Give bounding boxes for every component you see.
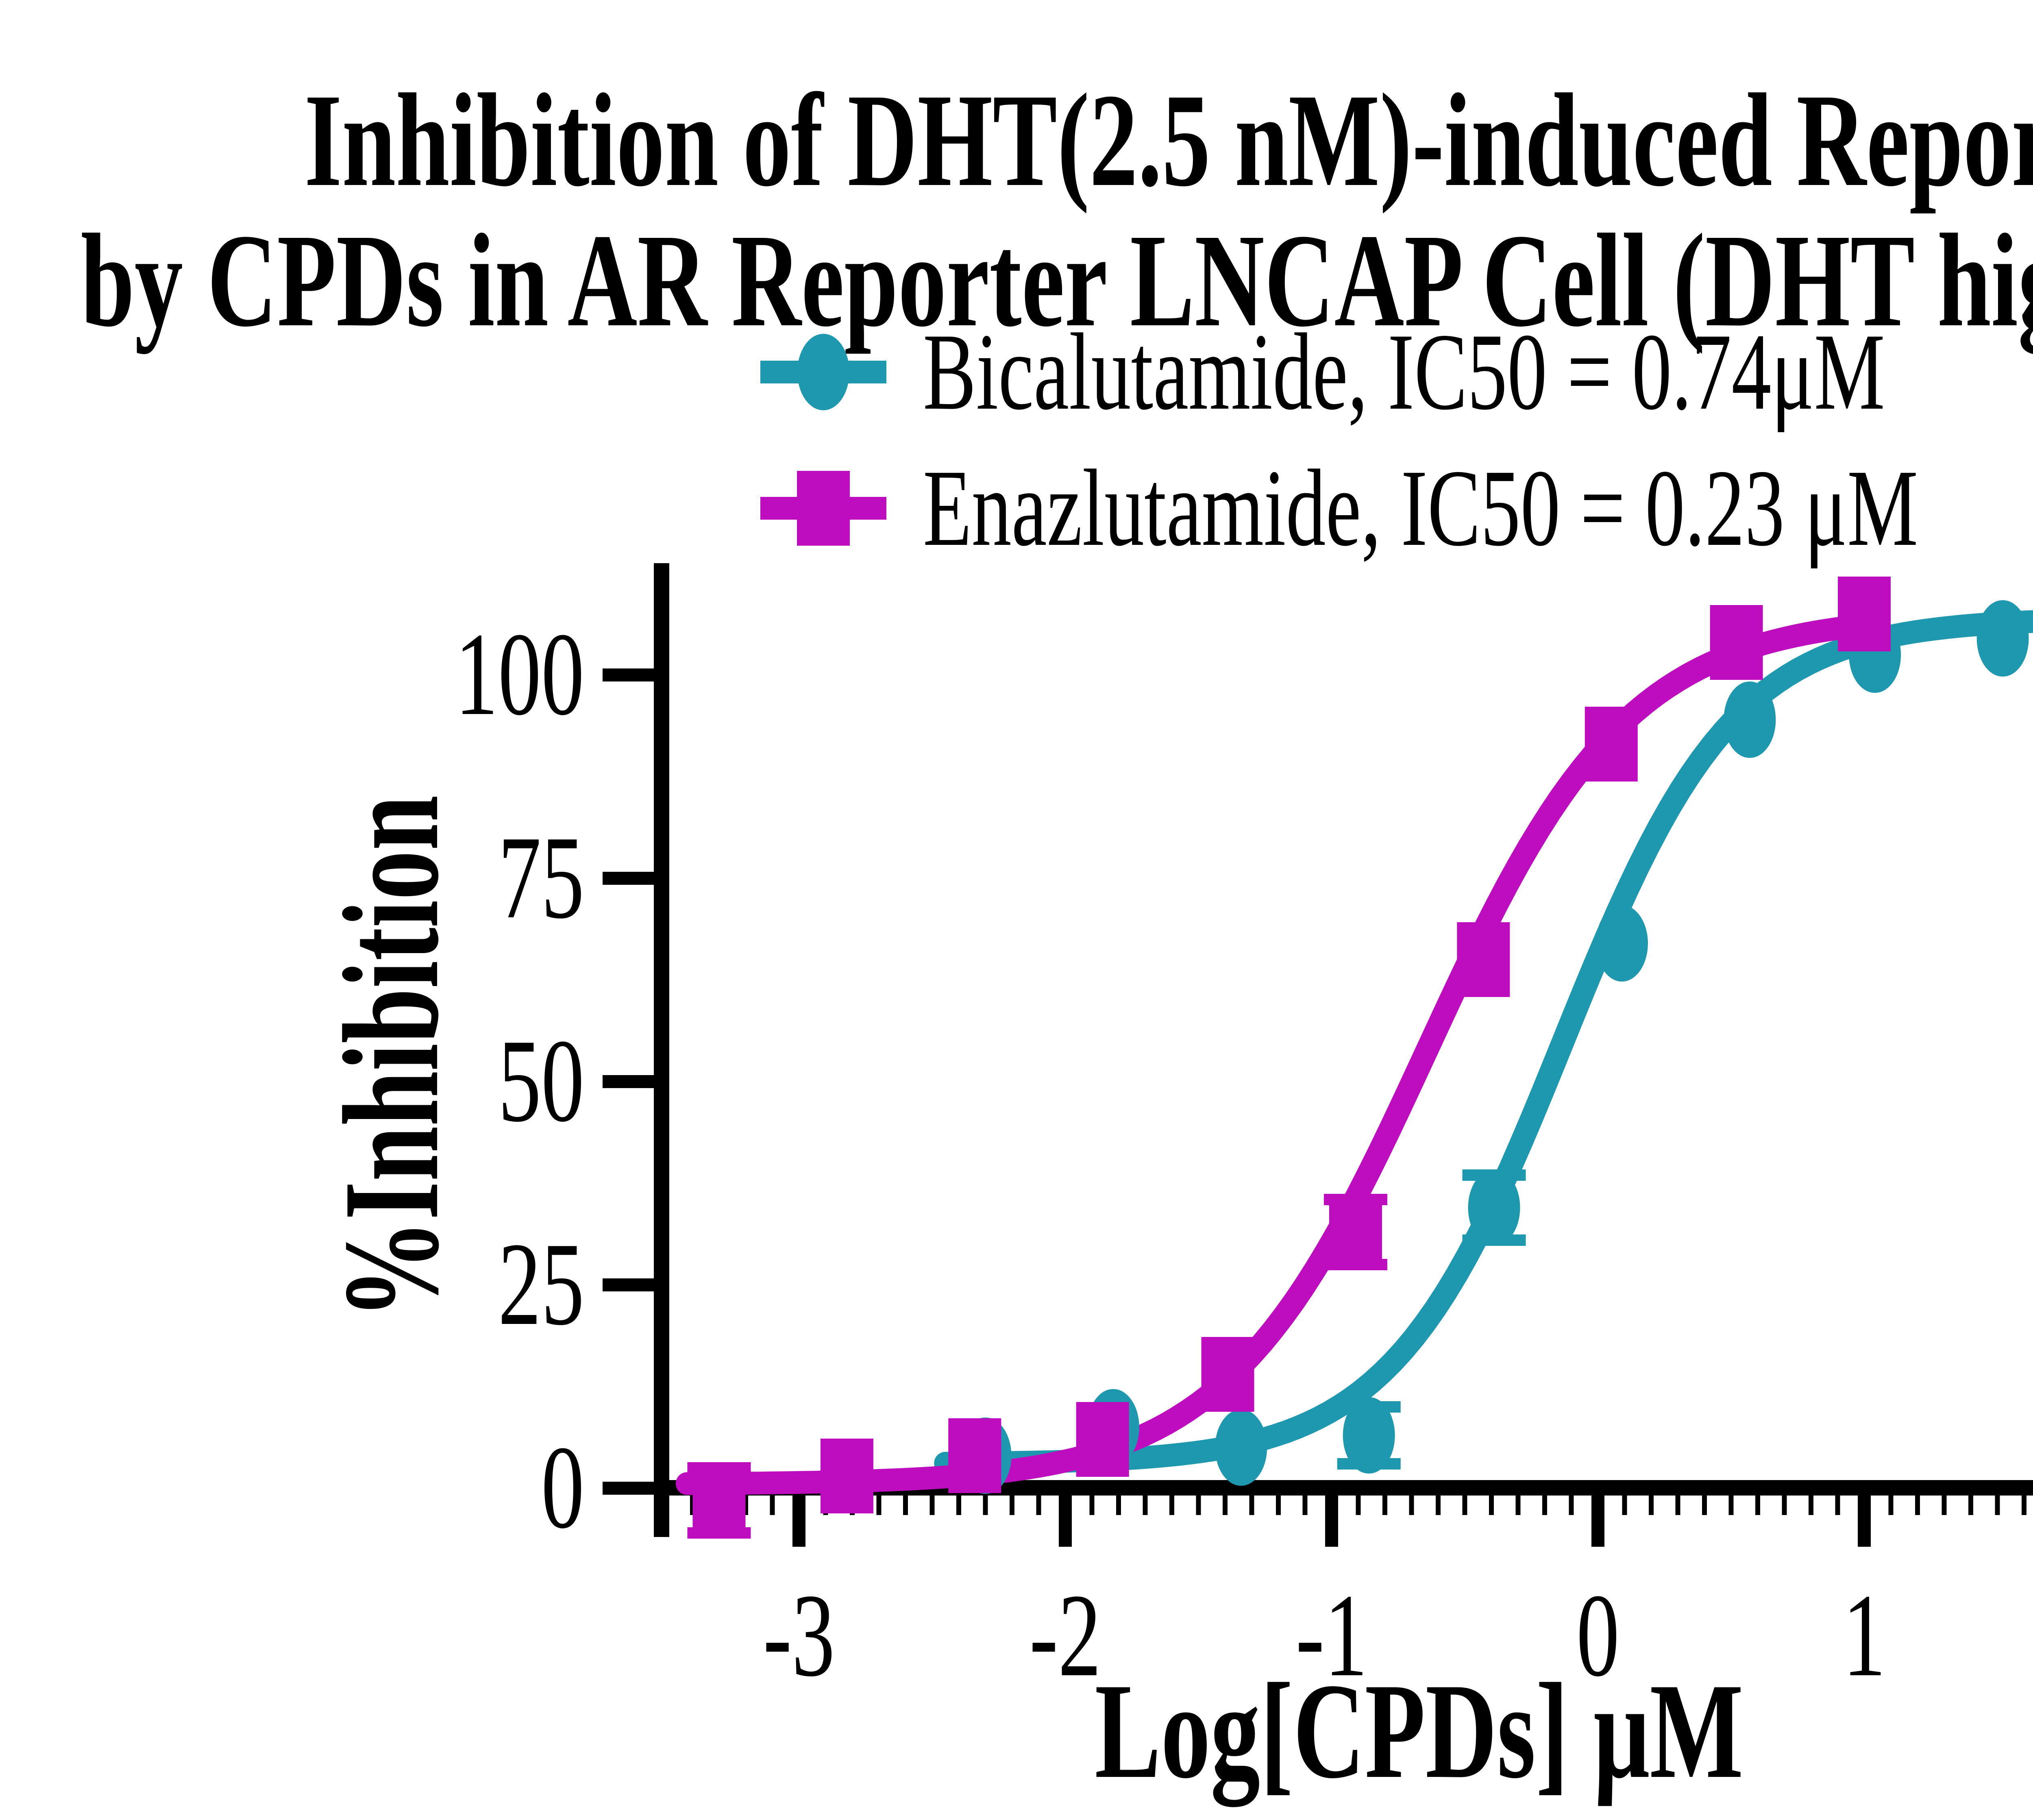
chart-title-line2: by CPDs in AR Reporter LNCAP Cell (DHT h… — [81, 207, 2033, 357]
y-tick-label: 25 — [498, 1218, 584, 1350]
legend-label-bicalutamide: Bicalutamide, IC50 = 0.74μM — [923, 311, 1885, 433]
x-tick-label: 0 — [1576, 1570, 1619, 1701]
legend-item-enazlutamide: Enazlutamide, IC50 = 0.23 μM — [760, 448, 1918, 569]
data-point-bicalutamide — [1343, 1397, 1395, 1474]
data-point-enazlutamide — [1838, 577, 1891, 651]
data-point-enazlutamide — [1585, 707, 1638, 782]
data-point-enazlutamide — [1329, 1195, 1382, 1269]
data-point-enazlutamide — [1201, 1337, 1254, 1412]
data-point-bicalutamide — [1468, 1169, 1520, 1246]
legend: Bicalutamide, IC50 = 0.74μM Enazlutamide… — [760, 311, 1918, 569]
fit-curve-bicalutamide — [934, 610, 2033, 1475]
x-tick-label: -1 — [1296, 1570, 1368, 1701]
bicalutamide-circle-marker-icon — [797, 334, 849, 410]
x-tick-label: 1 — [1843, 1570, 1886, 1701]
data-point-bicalutamide — [1595, 905, 1648, 982]
y-tick-label: 100 — [455, 608, 584, 740]
y-tick-label: 75 — [498, 812, 584, 943]
data-point-enazlutamide — [820, 1439, 873, 1513]
data-point-bicalutamide — [1724, 681, 1776, 758]
data-point-enazlutamide — [692, 1463, 746, 1538]
enazlutamide-square-marker-icon — [797, 471, 850, 546]
x-tick-label: -2 — [1030, 1570, 1101, 1701]
y-tick-label: 0 — [541, 1422, 584, 1553]
data-point-enazlutamide — [948, 1418, 1001, 1493]
chart-title-line1: Inhibition of DHT(2.5 nM)-induced Report… — [304, 66, 2033, 214]
data-series — [675, 577, 2033, 1539]
legend-label-enazlutamide: Enazlutamide, IC50 = 0.23 μM — [923, 448, 1918, 569]
y-tick-label: 50 — [498, 1015, 584, 1147]
data-point-enazlutamide — [1710, 605, 1763, 680]
x-axis-label: Log[CPDs] μM — [1095, 1655, 1743, 1809]
data-point-bicalutamide — [1976, 600, 2029, 677]
data-point-enazlutamide — [1076, 1402, 1129, 1477]
fit-curve-enazlutamide — [675, 614, 1870, 1495]
x-tick-label: -3 — [763, 1570, 835, 1701]
chart-title: Inhibition of DHT(2.5 nM)-induced Report… — [81, 66, 2033, 357]
data-point-enazlutamide — [1457, 922, 1510, 997]
y-axis-label: %Inhibition — [315, 795, 467, 1319]
legend-item-bicalutamide: Bicalutamide, IC50 = 0.74μM — [760, 311, 1885, 433]
data-point-bicalutamide — [1215, 1409, 1267, 1486]
